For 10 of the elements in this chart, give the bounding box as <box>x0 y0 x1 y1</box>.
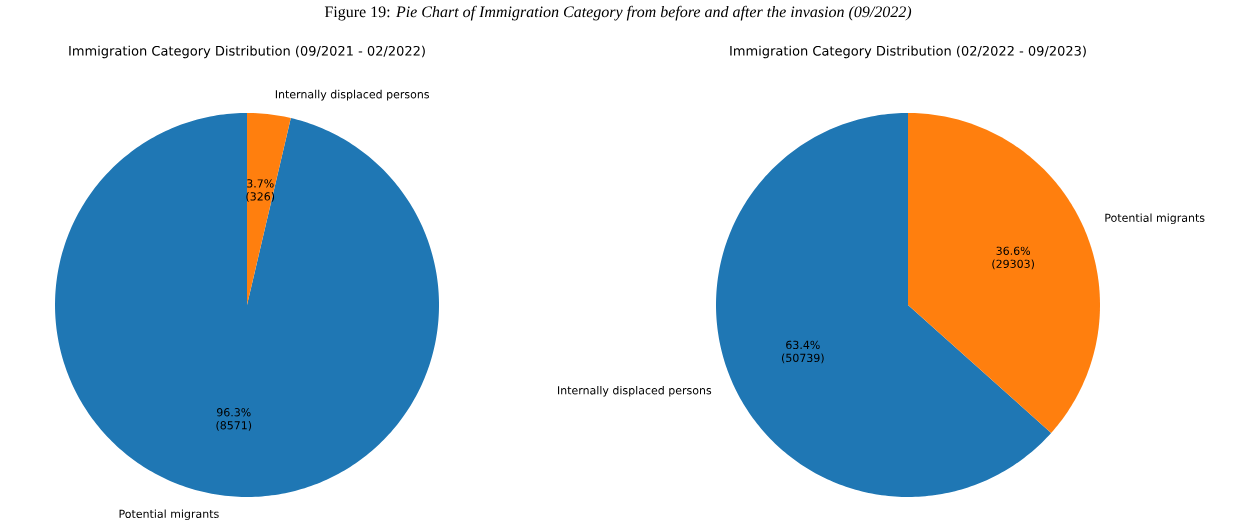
data-label: 63.4% (50739) <box>782 340 824 364</box>
slice-label: Internally displaced persons <box>275 89 430 101</box>
data-label: 36.6% (29303) <box>992 246 1034 270</box>
chart-title: Immigration Category Distribution (02/2022 - 09/2023) <box>730 45 1086 59</box>
slice-label: Internally displaced persons <box>558 385 712 397</box>
caption: Figure 19: Pie Chart of Immigration Category from before and after the invasion (09/2022) <box>324 5 912 21</box>
data-label: 96.3% (8571) <box>216 408 252 431</box>
slice-label: Potential migrants <box>119 509 219 521</box>
slice-label: Potential migrants <box>1105 213 1205 225</box>
chart-title: Immigration Category Distribution (09/2021 - 02/2022) <box>69 45 425 59</box>
